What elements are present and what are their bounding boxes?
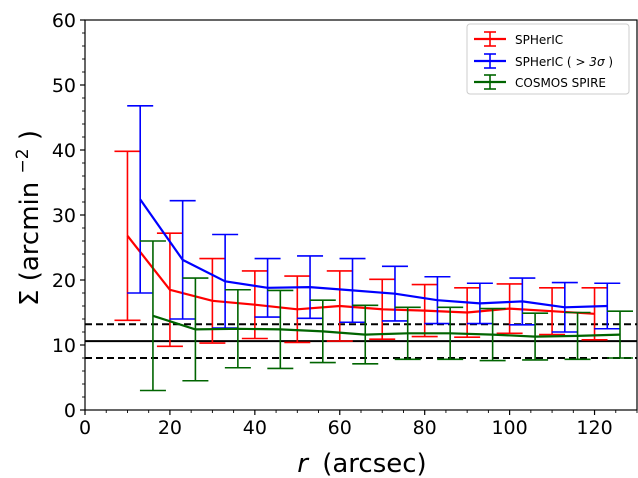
x-axis-unit: (arcsec) [322,449,426,478]
y-tick-label: 60 [52,10,76,32]
x-axis-label: r (arcsec) [297,449,426,478]
legend-swatch-spheric-3sigma [474,53,506,69]
legend-label-spheric-3sigma-post: ) [608,55,613,69]
legend-box [466,23,630,95]
x-tick-label: 80 [413,417,437,439]
legend: SPHerIC SPHerIC ( > 3σ ) COSMOS SPIRE [466,23,630,95]
y-tick-label: 30 [52,205,76,227]
legend-swatches [474,31,506,90]
x-tick-label: 0 [79,417,91,439]
x-tick-label: 60 [328,417,352,439]
y-tick-label: 50 [52,75,76,97]
legend-label-spheric-3sigma: SPHerIC ( > 3σ ) [515,55,613,69]
legend-label-spheric-3sigma-pre: SPHerIC ( [515,55,572,69]
legend-swatch-cosmos-spire [474,74,506,90]
x-tick-label: 40 [243,417,267,439]
x-axis-variable: r [297,449,310,478]
series-spheric [114,150,608,348]
legend-label-spheric-3sigma-symbol: > 3σ [575,55,605,69]
y-tick-label: 20 [52,270,76,292]
x-tick-label: 120 [576,417,612,439]
y-axis-label: Σ (arcmin −2 ) [5,130,45,306]
y-tick-label: 10 [52,335,76,357]
x-tick-label: 20 [158,417,182,439]
legend-label-cosmos-spire: COSMOS SPIRE [515,76,606,90]
y-tick-label: 40 [52,140,76,162]
axis-ticks [80,19,638,415]
x-tick-label: 100 [491,417,527,439]
series-line [126,235,595,315]
y-tick-label: 0 [64,400,76,422]
series-line [152,314,621,338]
y-axis-label-exponent: −2 [13,148,33,173]
plot-area [85,105,637,392]
series-line [139,198,608,309]
y-axis-label-main: Σ (arcmin [15,182,45,306]
legend-swatch-spheric [474,31,506,47]
tick-labels: 0 20 40 60 80 100 120 0 10 20 30 40 50 60 [52,10,613,439]
y-axis-label-close: ) [15,130,45,140]
series-cosmos-spire [139,240,634,392]
legend-label-spheric: SPHerIC [515,33,563,47]
